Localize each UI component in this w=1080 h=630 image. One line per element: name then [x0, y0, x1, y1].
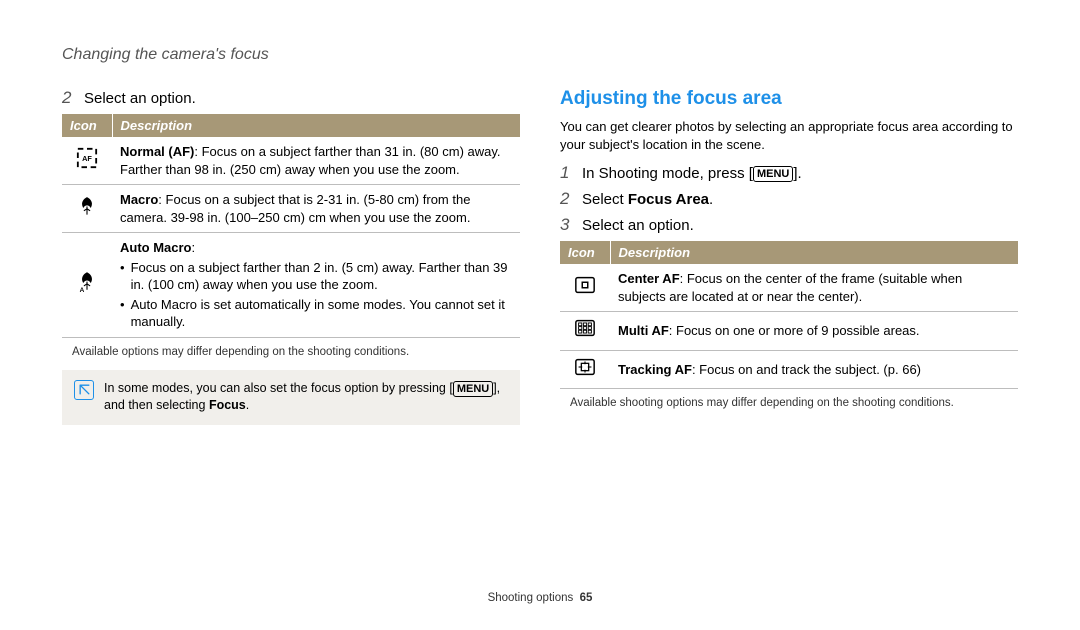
- focus-area-table: Icon Description Center AF: Focus on the…: [560, 241, 1018, 389]
- page-footer: Shooting options 65: [0, 592, 1080, 604]
- menu-chip: MENU: [753, 166, 793, 182]
- note-icon: [74, 380, 94, 400]
- row-label-tail: :: [192, 240, 196, 255]
- callout-text: In some modes, you can also set the focu…: [104, 380, 508, 415]
- tracking-af-icon: [574, 357, 596, 377]
- focus-option-table: Icon Description AF Normal (AF): Focus o…: [62, 114, 520, 338]
- svg-text:A: A: [80, 287, 85, 293]
- section-title: Adjusting the focus area: [560, 88, 1018, 110]
- table-row: A Auto Macro: •Focus on a subject farthe…: [62, 233, 520, 338]
- th-description: Description: [610, 241, 1018, 264]
- row-label: Tracking AF: [618, 362, 692, 377]
- row-text: : Focus on a subject that is 2-31 in. (5…: [120, 192, 470, 225]
- note-left: Available options may differ depending o…: [62, 346, 520, 358]
- right-column: Adjusting the focus area You can get cle…: [560, 88, 1018, 425]
- callout: In some modes, you can also set the focu…: [62, 370, 520, 425]
- table-row: Macro: Focus on a subject that is 2-31 i…: [62, 185, 520, 233]
- step-text: In Shooting mode, press [MENU].: [582, 165, 1018, 182]
- left-column: 2 Select an option. Icon Description AF …: [62, 88, 520, 425]
- th-description: Description: [112, 114, 520, 137]
- auto-macro-icon: A: [76, 272, 98, 292]
- row-label: Normal (AF): [120, 144, 194, 159]
- step-1: 1 In Shooting mode, press [MENU].: [560, 163, 1018, 183]
- bullet-text: Focus on a subject farther than 2 in. (5…: [131, 259, 512, 294]
- table-row: Tracking AF: Focus on and track the subj…: [560, 350, 1018, 389]
- normal-af-icon: AF: [76, 148, 98, 168]
- step-number: 1: [560, 163, 574, 183]
- multi-af-icon: [574, 318, 596, 338]
- row-label: Multi AF: [618, 323, 669, 338]
- center-af-icon: [574, 275, 596, 295]
- row-label: Auto Macro: [120, 240, 192, 255]
- table-row: AF Normal (AF): Focus on a subject farth…: [62, 137, 520, 185]
- step-text: Select Focus Area.: [582, 191, 1018, 208]
- table-row: Multi AF: Focus on one or more of 9 poss…: [560, 312, 1018, 351]
- svg-text:AF: AF: [82, 154, 92, 163]
- bullet-text: Auto Macro is set automatically in some …: [131, 296, 512, 331]
- macro-icon: [76, 196, 98, 216]
- row-label: Center AF: [618, 271, 680, 286]
- row-label: Macro: [120, 192, 158, 207]
- row-text: : Focus on one or more of 9 possible are…: [669, 323, 920, 338]
- step-3: 3 Select an option.: [560, 215, 1018, 235]
- step-left-2: 2 Select an option.: [62, 88, 520, 108]
- step-number: 2: [62, 88, 76, 108]
- step-text: Select an option.: [84, 90, 520, 107]
- th-icon: Icon: [560, 241, 610, 264]
- menu-chip: MENU: [453, 381, 493, 397]
- th-icon: Icon: [62, 114, 112, 137]
- page-title: Changing the camera's focus: [62, 46, 1018, 64]
- row-text: : Focus on and track the subject. (p. 66…: [692, 362, 921, 377]
- note-right: Available shooting options may differ de…: [560, 397, 1018, 409]
- bullet-icon: •: [120, 259, 125, 294]
- section-intro: You can get clearer photos by selecting …: [560, 118, 1018, 153]
- step-2: 2 Select Focus Area.: [560, 189, 1018, 209]
- step-number: 2: [560, 189, 574, 209]
- table-row: Center AF: Focus on the center of the fr…: [560, 264, 1018, 312]
- bullet-icon: •: [120, 296, 125, 331]
- step-number: 3: [560, 215, 574, 235]
- step-text: Select an option.: [582, 217, 1018, 234]
